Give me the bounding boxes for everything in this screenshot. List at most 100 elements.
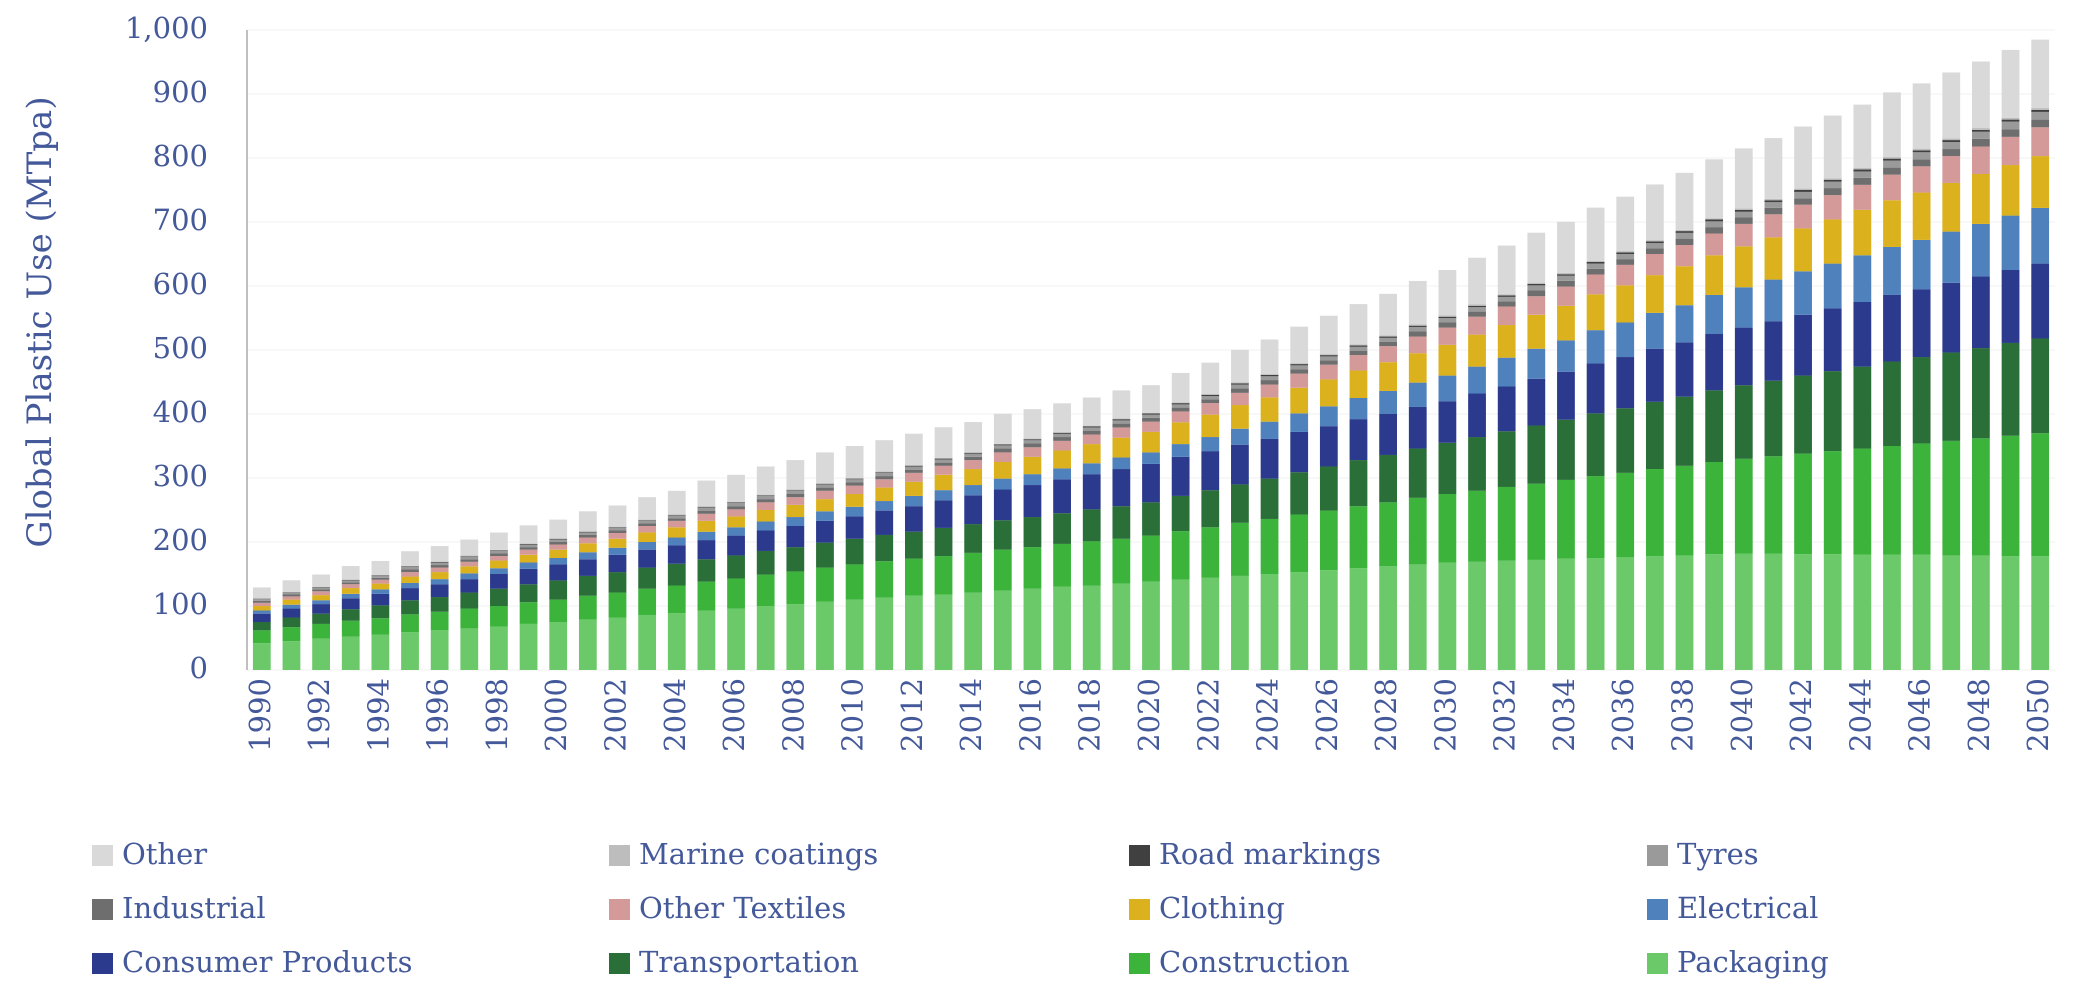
bar-segment (1201, 451, 1220, 491)
bar-segment (1675, 342, 1694, 397)
x-tick-label: 2032 (1488, 678, 1522, 752)
bar-segment (1734, 211, 1753, 218)
legend-swatch (1647, 845, 1668, 866)
bar-segment (490, 532, 508, 550)
bar-segment (1675, 229, 1694, 232)
legend-label: Industrial (122, 891, 266, 925)
bar-segment (578, 531, 597, 532)
bar-segment (1171, 456, 1190, 496)
bar-segment (934, 556, 953, 595)
x-tick-label: 2010 (836, 678, 870, 752)
bar-segment (1853, 104, 1872, 168)
bar-segment (964, 452, 983, 453)
bar-segment (1171, 407, 1190, 412)
y-tick-label: 500 (153, 331, 208, 365)
bar-segment (697, 506, 716, 508)
bar-segment (727, 474, 745, 502)
bar-segment (1942, 138, 1961, 141)
bar-segment (1023, 588, 1042, 670)
bar-segment (460, 556, 479, 557)
bar-segment (1705, 255, 1724, 295)
bar-segment (667, 613, 686, 670)
bar-segment (282, 627, 301, 642)
bar-segment (934, 465, 953, 475)
bar-segment (993, 520, 1012, 550)
bar-segment (578, 511, 597, 532)
bar-segment (1231, 392, 1249, 406)
bar-segment (252, 610, 271, 614)
bar-segment (1705, 221, 1724, 228)
bar-segment (1260, 574, 1279, 670)
bar-segment (756, 466, 775, 495)
bar-segment (401, 632, 419, 670)
bar-segment (1734, 458, 1753, 554)
bar-segment (1497, 306, 1516, 326)
bar-segment (875, 472, 894, 473)
bar-segment (312, 587, 330, 590)
bar-segment (578, 543, 597, 553)
bar-segment (2031, 39, 2050, 109)
bar-segment (1616, 408, 1635, 473)
bar-segment (312, 595, 330, 601)
bar-segment (371, 583, 390, 590)
bar-segment (1764, 279, 1783, 322)
bar-segment (1645, 248, 1664, 254)
bar-segment (549, 558, 568, 565)
legend-swatch (92, 953, 113, 974)
x-tick-label: 2030 (1428, 678, 1462, 752)
bar-segment (2031, 127, 2050, 157)
bar-segment (1616, 251, 1635, 253)
bar-segment (2001, 49, 2020, 118)
bar-segment (1557, 221, 1575, 273)
bar-segment (1231, 484, 1249, 523)
bar-segment (1319, 406, 1338, 427)
bar-segment (1675, 555, 1694, 670)
bar-segment (1053, 432, 1071, 433)
bar-segment (756, 530, 775, 551)
bar-segment (1527, 232, 1546, 283)
bar-segment (1438, 442, 1457, 494)
bar-segment (1082, 434, 1101, 445)
bar-segment (816, 511, 834, 521)
bar-segment (1082, 444, 1101, 464)
bar-segment (934, 490, 953, 501)
bar-segment (1645, 275, 1664, 313)
bar-segment (1764, 380, 1783, 457)
bar-segment (430, 567, 449, 573)
bar-segment (1349, 350, 1368, 356)
bar-segment (1557, 280, 1575, 287)
bar-segment (1023, 443, 1042, 448)
bar-segment (1527, 296, 1546, 315)
bar-segment (756, 510, 775, 522)
bar-segment (608, 530, 627, 534)
bar-segment (460, 628, 479, 670)
bar-segment (786, 604, 805, 670)
bar-segment (1586, 558, 1605, 670)
bar-segment (1497, 431, 1516, 487)
bar-segment (1497, 295, 1516, 297)
bar-segment (1379, 341, 1398, 347)
bar-segment (1023, 547, 1042, 589)
bar-segment (1912, 192, 1931, 240)
x-tick-label: 2004 (658, 678, 692, 752)
bar-segment (1972, 276, 1990, 349)
bar-segment (1616, 357, 1635, 409)
bar-segment (904, 465, 923, 466)
bar-segment (341, 598, 360, 610)
bar-segment (1823, 188, 1842, 196)
bar-segment (934, 500, 953, 528)
bar-segment (1171, 422, 1190, 445)
bar-segment (1675, 231, 1694, 233)
x-tick-label: 2012 (895, 678, 929, 752)
bar-segment (1527, 285, 1546, 291)
bar-segment (1201, 490, 1220, 528)
bar-segment (993, 478, 1012, 490)
bar-segment (1379, 454, 1398, 503)
bar-segment (1112, 506, 1131, 539)
bar-segment (1349, 460, 1368, 507)
bar-segment (1231, 522, 1249, 576)
bar-segment (904, 531, 923, 559)
bar-segment (519, 547, 538, 550)
bar-segment (1260, 374, 1279, 375)
bar-segment (875, 597, 894, 670)
